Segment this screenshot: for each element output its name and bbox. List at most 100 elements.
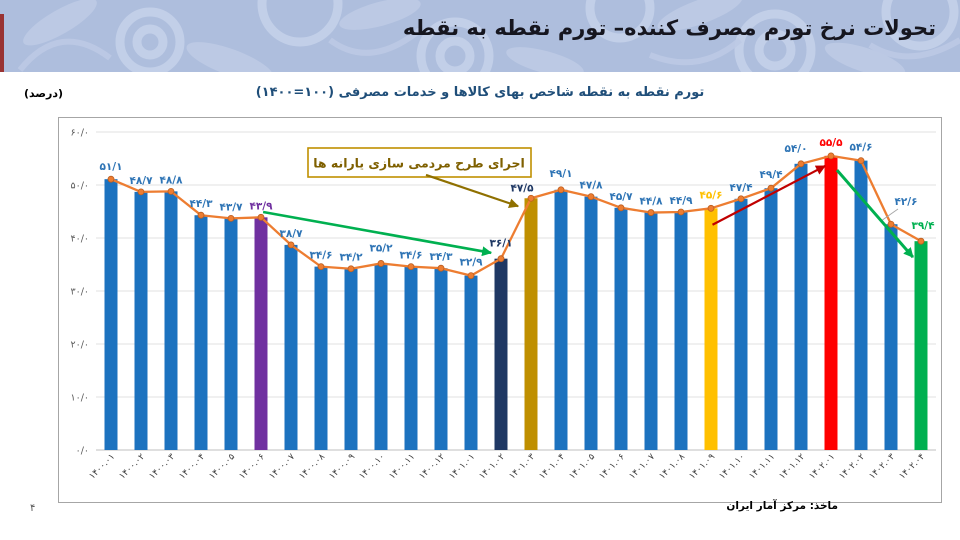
x-tick-label: ۱۴۰۰.۰۱: [88, 452, 118, 482]
line-marker: [707, 204, 715, 212]
x-tick-label: ۱۴۰۰.۰۷: [268, 452, 298, 482]
x-tick-label: ۱۴۰۰.۱۲: [418, 452, 448, 482]
value-label: ۳۲/۹: [459, 257, 483, 269]
value-label: ۳۴/۶: [399, 250, 422, 262]
bar-۱۴۰۱.۰۹: [704, 208, 718, 450]
y-tick-label: ۶۰/۰: [70, 128, 89, 139]
bar-۱۴۰۰.۰۸: [314, 266, 328, 450]
value-label: ۴۳/۷: [219, 201, 243, 213]
inflation-line: [110, 154, 922, 277]
bar-۱۴۰۱.۰۸: [674, 212, 688, 450]
line-marker: [617, 204, 625, 212]
value-label: ۴۸/۸: [159, 174, 183, 186]
line-marker: [137, 188, 145, 196]
x-tick-label: ۱۴۰۲.۰۴: [898, 452, 928, 482]
value-label: ۴۷/۴: [729, 182, 753, 194]
value-label: ۴۷/۵: [510, 182, 534, 194]
x-tick-label: ۱۴۰۰.۱۰: [358, 452, 388, 482]
units-label: (درصد): [24, 87, 64, 100]
x-tick-label: ۱۴۰۱.۰۵: [568, 452, 598, 482]
value-label: ۴۹/۴: [759, 169, 783, 181]
value-label: ۴۴/۹: [669, 195, 693, 207]
y-tick-label: ۴۰/۰: [70, 234, 89, 245]
source-note: ماخذ: مرکز آمار ایران: [726, 500, 838, 512]
green-decline-arrow: [262, 210, 493, 257]
value-label: ۳۵/۲: [369, 242, 393, 254]
y-tick-label: ۰/۰: [76, 446, 89, 457]
annotation-text: اجرای طرح مردمی سازی یارانه ها: [313, 156, 525, 171]
value-label: ۴۳/۹: [249, 200, 273, 212]
x-tick-label: ۱۴۰۱.۰۳: [508, 452, 538, 482]
bar-۱۴۰۰.۰۷: [284, 244, 298, 450]
chart-area: ۰/۰ ۱۰/۰ ۲۰/۰ ۳۰/۰ ۴۰/۰ ۵۰/۰ ۶۰/۰ ۵۱/۱ ۴۸/۷ ۴۸/۸ ۴…: [58, 117, 942, 503]
damask-pattern: [0, 0, 960, 72]
line-marker: [587, 193, 595, 201]
x-tick-label: ۱۴۰۱.۱۰: [718, 452, 748, 482]
inflation-chart: ۰/۰ ۱۰/۰ ۲۰/۰ ۳۰/۰ ۴۰/۰ ۵۰/۰ ۶۰/۰ ۵۱/۱ ۴۸/۷ ۴۸/۸ ۴…: [70, 128, 936, 482]
bar-۱۴۰۰.۰۱: [104, 179, 118, 451]
bar-۱۴۰۰.۰۴: [194, 215, 208, 450]
x-tick-label: ۱۴۰۱.۰۴: [538, 452, 568, 482]
value-label: ۵۴/۶: [849, 142, 872, 154]
bar-۱۴۰۰.۱۰: [374, 263, 388, 450]
line-marker: [287, 241, 295, 249]
x-tick-label: ۱۴۰۱.۰۸: [658, 452, 688, 482]
bar-۱۴۰۲.۰۲: [854, 160, 868, 450]
bar-۱۴۰۱.۱۲: [794, 163, 808, 451]
bar-۱۴۰۱.۱۱: [764, 188, 778, 450]
line-marker: [887, 220, 895, 228]
value-label: ۳۴/۶: [309, 250, 332, 262]
x-tick-label: ۱۴۰۲.۰۲: [838, 452, 868, 482]
line-marker: [647, 209, 655, 216]
bar-۱۴۰۱.۰۷: [644, 212, 658, 450]
green-drop-arrow: [835, 169, 915, 259]
line-marker: [557, 186, 565, 194]
value-label: ۳۸/۷: [279, 228, 303, 240]
x-tick-label: ۱۴۰۰.۰۴: [178, 452, 208, 482]
bar-۱۴۰۲.۰۳: [884, 224, 898, 450]
x-tick-label: ۱۴۰۱.۰۲: [478, 452, 508, 482]
x-tick-label: ۱۴۰۱.۰۱: [448, 452, 478, 482]
header-banner: [0, 0, 960, 72]
value-label: ۳۶/۱: [489, 238, 512, 250]
y-tick-label: ۱۰/۰: [70, 393, 89, 404]
bar-۱۴۰۱.۱۰: [734, 198, 748, 450]
annotation-box: [307, 147, 532, 178]
x-tick-label: ۱۴۰۱.۱۱: [748, 452, 778, 482]
bar-۱۴۰۱.۰۴: [554, 189, 568, 450]
line-marker: [347, 265, 355, 273]
line-marker: [827, 152, 835, 160]
x-tick-label: ۱۴۰۱.۰۶: [598, 452, 628, 482]
line-marker: [437, 264, 445, 272]
y-tick-label: ۳۰/۰: [70, 287, 89, 298]
value-label: ۳۴/۳: [429, 251, 453, 263]
line-marker: [407, 263, 415, 271]
left-edge-accent: [0, 14, 4, 72]
bar-۱۴۰۰.۱۲: [434, 268, 448, 450]
y-tick-label: ۵۰/۰: [70, 181, 89, 192]
bar-۱۴۰۰.۱۱: [404, 266, 418, 450]
value-label: ۴۷/۸: [579, 180, 603, 192]
value-label: ۵۴/۰: [784, 143, 807, 155]
bar-۱۴۰۲.۰۴: [914, 241, 928, 450]
bar-۱۴۰۰.۰۶: [254, 217, 268, 450]
x-tick-label: ۱۴۰۰.۱۱: [388, 452, 418, 482]
line-marker: [107, 175, 115, 183]
label-leader-line: [880, 208, 899, 222]
bar-۱۴۰۰.۰۹: [344, 268, 358, 450]
bar-۱۴۰۱.۰۲: [494, 258, 508, 450]
slide-title: تحولات نرخ تورم مصرف کننده– تورم نقطه به…: [402, 16, 936, 40]
line-marker: [467, 272, 475, 280]
line-marker: [797, 160, 805, 168]
value-label: ۴۲/۶: [894, 196, 917, 208]
line-marker: [527, 194, 535, 202]
bar-۱۴۰۲.۰۱: [824, 155, 838, 450]
y-tick-label: ۲۰/۰: [70, 340, 89, 351]
bar-۱۴۰۰.۰۲: [134, 191, 148, 450]
line-marker: [737, 195, 745, 203]
line-marker: [677, 208, 685, 216]
x-tick-label: ۱۴۰۰.۰۳: [148, 452, 178, 482]
x-tick-label: ۱۴۰۰.۰۹: [328, 452, 358, 482]
bar-۱۴۰۱.۰۵: [584, 196, 598, 450]
value-label: ۴۵/۷: [609, 191, 633, 203]
